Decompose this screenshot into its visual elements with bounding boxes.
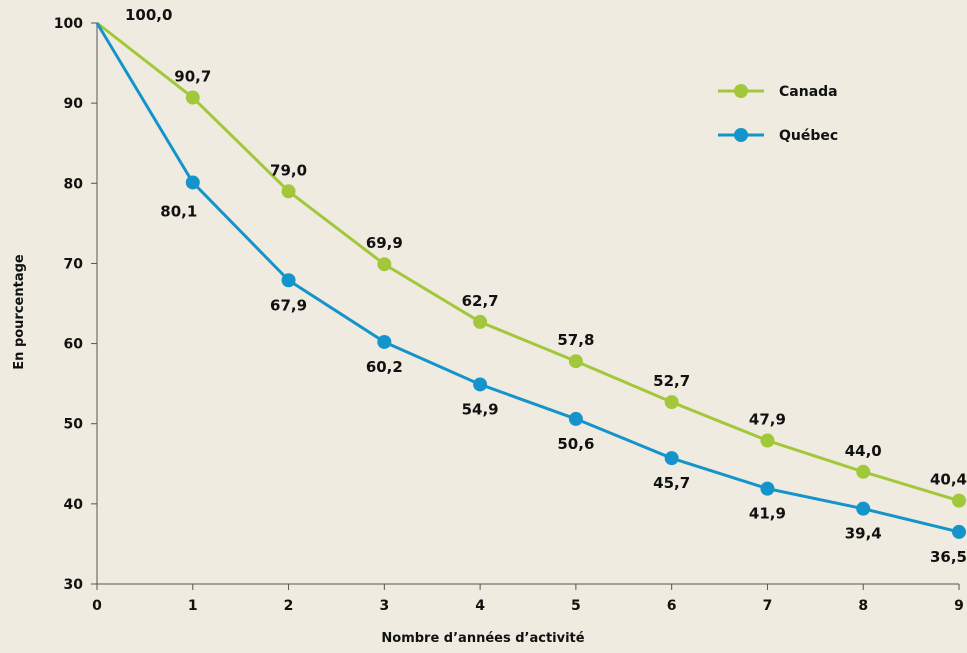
data-point-canada — [856, 464, 871, 479]
data-label-canada: 47,9 — [749, 411, 786, 429]
y-tick-label: 40 — [64, 497, 84, 513]
legend-marker-quebec — [734, 128, 748, 142]
data-point-quebec — [473, 377, 488, 392]
x-tick-label: 0 — [92, 598, 102, 614]
data-label-quebec: 36,5 — [930, 548, 967, 566]
y-tick-label: 100 — [54, 16, 83, 32]
data-label-canada: 100,0 — [125, 6, 172, 24]
data-label-canada: 57,8 — [557, 331, 594, 349]
data-point-canada — [760, 433, 775, 448]
y-tick-label: 60 — [64, 337, 84, 353]
y-tick-label: 80 — [64, 176, 84, 192]
data-label-canada: 69,9 — [366, 234, 403, 252]
data-label-quebec: 80,1 — [160, 202, 197, 220]
data-point-quebec — [185, 175, 200, 190]
data-point-canada — [568, 354, 583, 369]
x-tick-label: 6 — [667, 598, 677, 614]
data-label-quebec: 45,7 — [653, 474, 690, 492]
legend: Canada Québec — [718, 84, 838, 144]
data-point-quebec — [664, 451, 679, 466]
legend-label-canada: Canada — [779, 84, 838, 100]
x-tick-label: 4 — [475, 598, 485, 614]
data-point-quebec — [952, 524, 966, 539]
x-tick-label: 9 — [954, 598, 964, 614]
x-axis-title: Nombre d’années d’activité — [381, 631, 584, 646]
x-tick-label: 8 — [858, 598, 868, 614]
x-tick-label: 1 — [188, 598, 198, 614]
data-point-canada — [377, 257, 392, 272]
data-point-canada — [952, 493, 966, 508]
data-point-canada — [664, 395, 679, 410]
legend-label-quebec: Québec — [779, 128, 838, 144]
data-label-quebec: 41,9 — [749, 505, 786, 523]
legend-marker-canada — [734, 84, 748, 98]
data-label-quebec: 60,2 — [366, 358, 403, 376]
data-label-quebec: 39,4 — [845, 525, 882, 543]
data-label-quebec: 54,9 — [462, 400, 499, 418]
data-label-canada: 90,7 — [174, 68, 211, 86]
data-label-canada: 44,0 — [845, 442, 882, 460]
data-label-quebec: 67,9 — [270, 296, 307, 314]
data-point-canada — [281, 184, 296, 199]
axes — [96, 23, 959, 585]
data-label-canada: 52,7 — [653, 372, 690, 390]
x-tick-label: 7 — [763, 598, 773, 614]
y-tick-label: 90 — [64, 96, 84, 112]
data-point-quebec — [856, 501, 871, 516]
series-line-canada — [96, 21, 960, 503]
series-points — [185, 90, 966, 539]
data-point-canada — [185, 90, 200, 105]
series-lines — [95, 21, 960, 534]
x-tick-label: 5 — [571, 598, 581, 614]
data-label-quebec: 50,6 — [557, 435, 594, 453]
series-line-quebec — [95, 22, 960, 534]
y-tick-label: 70 — [64, 256, 84, 272]
legend-item-quebec: Québec — [718, 128, 838, 144]
data-point-quebec — [760, 481, 775, 496]
data-point-quebec — [568, 411, 583, 426]
y-ticks: 30 40 50 60 70 80 90 100 — [54, 16, 97, 593]
y-axis-title: En pourcentage — [12, 254, 27, 370]
x-ticks: 0 1 2 3 4 5 6 7 8 9 — [92, 584, 964, 614]
y-tick-label: 30 — [64, 577, 84, 593]
legend-item-canada: Canada — [718, 84, 838, 100]
x-tick-label: 2 — [284, 598, 294, 614]
x-tick-label: 3 — [379, 598, 389, 614]
data-point-canada — [473, 314, 488, 329]
data-point-quebec — [281, 273, 296, 288]
data-label-canada: 62,7 — [462, 292, 499, 310]
data-point-quebec — [377, 334, 392, 349]
data-label-canada: 40,4 — [930, 471, 967, 489]
data-labels: 100,0 90,7 79,0 69,9 62,7 57,8 52,7 47,9 44,0 40,… — [125, 6, 967, 566]
data-label-canada: 79,0 — [270, 161, 307, 179]
y-tick-label: 50 — [64, 417, 84, 433]
